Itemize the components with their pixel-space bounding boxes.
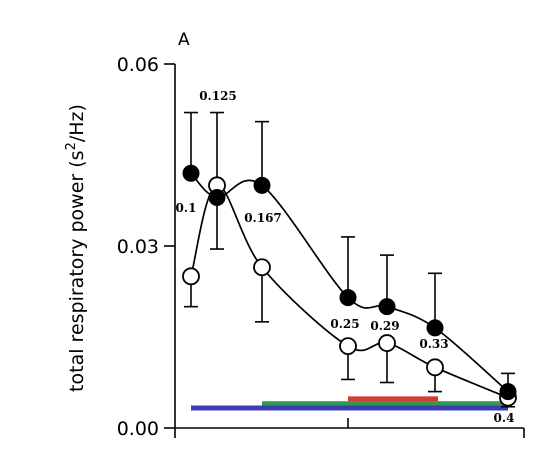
frequency-annotation: 0.167 [244,211,282,225]
y-tick-label: 0.06 [117,54,159,76]
series-line [190,172,509,393]
y-axis-label: total respiratory power (s2/Hz) [64,104,88,392]
range-bars [191,396,508,411]
frequency-annotation: 0.125 [199,89,237,103]
y-tick-label: 0.03 [117,236,159,258]
data-point-open [253,258,271,277]
data-point-filled [339,289,357,307]
data-point-filled [426,319,444,337]
data-point-open [339,337,357,356]
data-points [182,164,517,407]
data-point-open [182,267,200,286]
frequency-annotation: 0.29 [370,319,399,333]
series-lines [190,172,509,399]
annotations: 0.1 0.125 0.167 0.25 0.29 0.33 0.4 [176,89,515,425]
frequency-annotation: 0.33 [419,337,448,351]
data-point-filled [499,383,517,401]
data-point-open [378,334,396,352]
data-point-filled [253,176,271,194]
y-axis-label-main: total respiratory power (s [66,150,88,392]
panel-label: A [178,30,190,50]
data-point-filled [208,188,226,206]
axes: 0.00 0.03 0.06 [117,54,525,440]
y-tick-label: 0.00 [117,418,159,440]
data-point-open [426,358,444,377]
error-bars [184,111,515,408]
y-axis-label-end: /Hz) [66,104,88,142]
data-point-filled [182,164,200,182]
frequency-annotation: 0.25 [330,317,359,331]
y-axis-label-superscript: 2 [64,142,79,150]
frequency-annotation: 0.1 [176,201,197,215]
frequency-annotation: 0.4 [494,411,515,425]
data-point-filled [378,298,396,316]
